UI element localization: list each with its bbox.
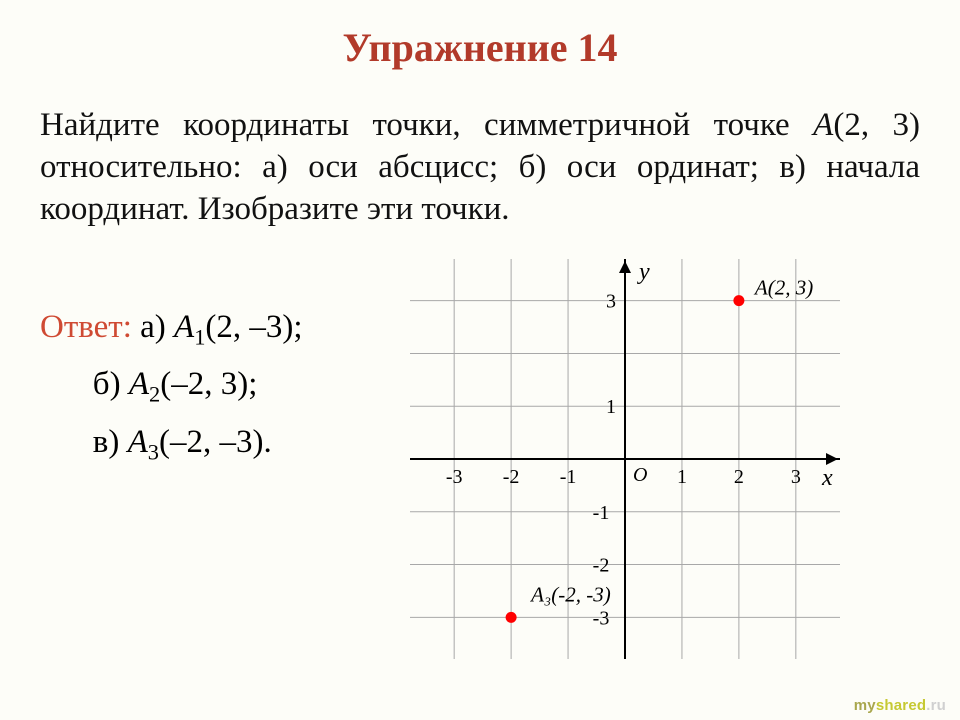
svg-text:2: 2: [734, 466, 744, 488]
answer-coords: (2, –3);: [205, 309, 302, 345]
svg-text:O: O: [633, 464, 647, 486]
answer-point-name: A: [128, 424, 148, 460]
watermark: myshared.ru: [854, 697, 946, 714]
answer-b: б) A2(–2, 3);: [40, 356, 303, 414]
svg-text:3: 3: [606, 290, 616, 312]
answer-point-sub: 2: [149, 382, 160, 407]
svg-text:1: 1: [677, 466, 687, 488]
answer-point-sub: 1: [194, 324, 205, 349]
answers-block: Ответ: а) A1(2, –3); б) A2(–2, 3); в) A3…: [40, 259, 303, 472]
svg-text:-2: -2: [503, 466, 520, 488]
exercise-title: Упражнение 14: [40, 24, 920, 71]
svg-text:A₃(-2, -3): A₃(-2, -3): [529, 582, 611, 606]
answer-label: Ответ:: [40, 309, 132, 345]
svg-text:-1: -1: [560, 466, 577, 488]
footer-part: my: [854, 697, 876, 714]
coordinate-chart: -3 -2 -1 1 2 3 -3 -2 -1 1 3 Ox y A(2, 3) A₃(-2, -3): [410, 259, 840, 659]
answer-point-name: A: [174, 309, 194, 345]
svg-text:1: 1: [606, 396, 616, 418]
answer-coords: (–2, –3).: [159, 424, 272, 460]
svg-text:-3: -3: [593, 607, 610, 629]
answer-letter: б): [93, 366, 121, 402]
answer-point-name: A: [129, 366, 149, 402]
svg-text:-1: -1: [593, 501, 610, 523]
svg-text:-3: -3: [446, 466, 463, 488]
footer-part: shared: [876, 697, 926, 714]
answer-coords: (–2, 3);: [160, 366, 257, 402]
svg-text:3: 3: [791, 466, 801, 488]
answer-letter: в): [93, 424, 120, 460]
svg-text:y: y: [637, 259, 650, 285]
answer-c: в) A3(–2, –3).: [40, 414, 303, 472]
svg-text:A(2, 3): A(2, 3): [753, 275, 813, 299]
svg-text:x: x: [821, 465, 833, 491]
footer-part: .ru: [926, 697, 946, 714]
answer-letter: а): [140, 309, 166, 345]
answer-a: Ответ: а) A1(2, –3);: [40, 299, 303, 357]
answer-point-sub: 3: [148, 440, 159, 465]
svg-text:-2: -2: [593, 554, 610, 576]
problem-text: Найдите координаты точки, симметричной т…: [40, 104, 920, 231]
